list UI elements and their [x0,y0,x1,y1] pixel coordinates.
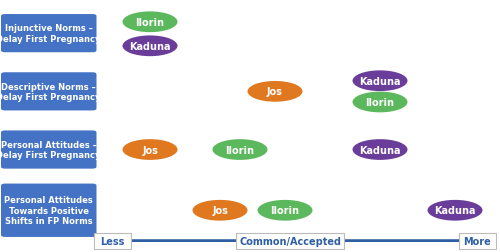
Text: Common/Accepted: Common/Accepted [239,236,341,246]
Text: Kaduna: Kaduna [359,145,401,155]
Ellipse shape [122,12,178,33]
Text: Injunctive Norms –
Delay First Pregnancy: Injunctive Norms – Delay First Pregnancy [0,24,101,44]
Ellipse shape [352,71,408,92]
Ellipse shape [352,140,408,160]
Ellipse shape [428,200,482,221]
Ellipse shape [258,200,312,221]
Text: Ilorin: Ilorin [366,98,394,108]
Text: Kaduna: Kaduna [129,42,171,52]
Text: Ilorin: Ilorin [226,145,254,155]
Ellipse shape [212,140,268,160]
FancyBboxPatch shape [459,233,496,249]
Text: Jos: Jos [142,145,158,155]
Text: Descriptive Norms –
Delay First Pregnancy: Descriptive Norms – Delay First Pregnanc… [0,82,101,102]
Text: Ilorin: Ilorin [136,18,164,28]
Text: More: More [464,236,491,246]
Text: Jos: Jos [212,205,228,215]
Text: Ilorin: Ilorin [270,205,300,215]
Text: Personal Attitudes –
Delay First Pregnancy: Personal Attitudes – Delay First Pregnan… [0,140,101,160]
Text: Less: Less [100,236,124,246]
FancyBboxPatch shape [1,131,96,169]
FancyBboxPatch shape [236,233,344,249]
FancyBboxPatch shape [1,73,96,111]
Ellipse shape [122,36,178,57]
Text: Kaduna: Kaduna [434,205,476,215]
Ellipse shape [122,140,178,160]
Ellipse shape [352,92,408,113]
Ellipse shape [192,200,248,221]
FancyBboxPatch shape [1,184,96,237]
FancyBboxPatch shape [1,15,96,53]
Text: Personal Attitudes
Towards Positive
Shifts in FP Norms: Personal Attitudes Towards Positive Shif… [4,196,93,225]
Text: Jos: Jos [267,87,283,97]
FancyBboxPatch shape [94,233,131,249]
Ellipse shape [248,82,302,102]
Text: Kaduna: Kaduna [359,76,401,86]
